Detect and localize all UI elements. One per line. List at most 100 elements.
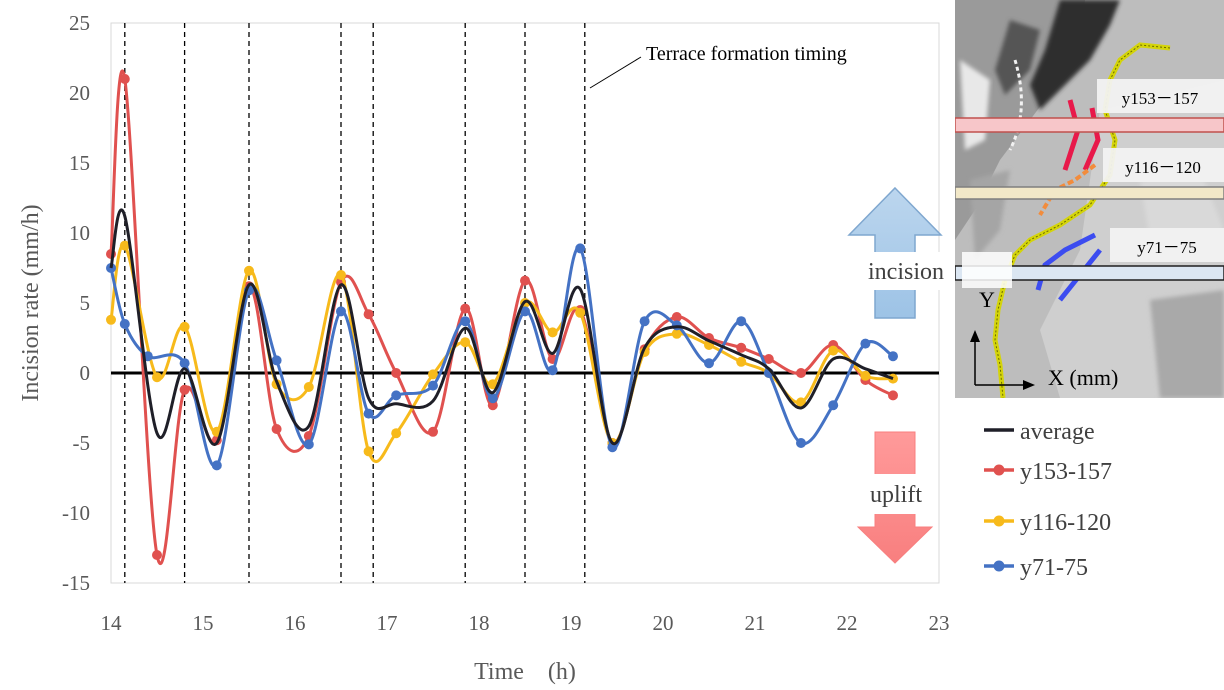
data-point xyxy=(119,240,130,251)
data-point xyxy=(363,408,374,419)
data-point xyxy=(671,312,682,322)
data-point xyxy=(796,368,806,378)
legend-item-y153-157: y153-157 xyxy=(984,459,1112,485)
x-tick-label: 20 xyxy=(653,611,674,635)
data-point xyxy=(119,74,130,84)
series-average xyxy=(109,208,894,446)
data-point xyxy=(860,370,871,381)
y-tick-label: -15 xyxy=(62,571,90,595)
data-point xyxy=(244,265,254,276)
x-tick-label: 23 xyxy=(929,611,950,635)
data-point xyxy=(152,550,162,560)
legend-item-y116-120: y116-120 xyxy=(984,510,1111,536)
x-tick-label: 14 xyxy=(101,611,123,635)
y-tick-label: 10 xyxy=(69,221,90,245)
data-point xyxy=(179,358,190,369)
legend-marker xyxy=(993,515,1005,527)
data-point xyxy=(888,351,898,362)
legend-item-average: average xyxy=(984,419,1095,445)
data-point xyxy=(547,365,558,376)
data-point xyxy=(704,358,714,369)
legend-item-y71-75: y71-75 xyxy=(984,555,1088,581)
data-point xyxy=(460,316,471,327)
y-tick-label: 20 xyxy=(69,81,90,105)
data-point xyxy=(888,390,898,401)
data-point xyxy=(271,355,282,366)
map-label-y153: y153－157 xyxy=(1122,89,1199,108)
data-point xyxy=(303,439,314,450)
data-point xyxy=(828,400,839,411)
data-point xyxy=(363,309,374,320)
terrace-annotation: Terrace formation timing xyxy=(646,43,847,65)
legend-marker xyxy=(993,560,1005,572)
map-axis-x-label: X (mm) xyxy=(1048,365,1118,390)
data-point xyxy=(671,328,682,339)
y-tick-label: 25 xyxy=(69,11,90,35)
data-point xyxy=(520,306,530,317)
data-point xyxy=(119,319,130,329)
series-y71-75 xyxy=(106,243,898,471)
x-axis-title: Time (h) xyxy=(474,659,576,685)
data-point xyxy=(460,303,471,314)
y-tick-label: 15 xyxy=(69,151,90,175)
x-tick-label: 16 xyxy=(285,611,306,635)
data-point xyxy=(520,275,530,286)
data-point xyxy=(796,397,806,408)
data-point xyxy=(391,390,402,401)
data-point xyxy=(271,424,282,434)
data-point xyxy=(336,306,346,317)
x-tick-label: 18 xyxy=(469,611,490,635)
map-label-y71: y71－75 xyxy=(1137,238,1197,257)
data-point xyxy=(575,243,586,254)
y-ticks: -15 -10 -5 0 5 10 15 20 25 xyxy=(62,11,90,595)
legend: average y153-157 y116-120 y71-75 xyxy=(984,419,1112,581)
map-label-y116: y116－120 xyxy=(1125,158,1201,177)
map-axis-y-label: Y xyxy=(979,287,995,312)
data-point xyxy=(428,380,438,391)
uplift-label-box xyxy=(858,474,934,514)
y-tick-label: -5 xyxy=(73,431,91,455)
data-point xyxy=(363,446,374,457)
data-point xyxy=(828,345,839,356)
incision-label: incision xyxy=(868,259,944,285)
data-point xyxy=(736,356,747,367)
series-line-average xyxy=(109,208,894,446)
data-point xyxy=(796,438,806,448)
data-point xyxy=(763,354,774,364)
data-point xyxy=(860,338,871,349)
data-point xyxy=(336,270,346,280)
data-point xyxy=(547,327,558,338)
x-tick-label: 19 xyxy=(561,611,582,635)
series-layer xyxy=(106,69,898,566)
x-tick-label: 21 xyxy=(745,611,766,635)
x-tick-label: 17 xyxy=(377,611,398,635)
y-tick-label: 0 xyxy=(80,361,91,385)
data-point xyxy=(106,314,116,325)
series-line-y153-157 xyxy=(109,69,894,566)
legend-label: y71-75 xyxy=(1020,555,1088,581)
data-point xyxy=(639,316,650,327)
data-point xyxy=(460,337,471,348)
legend-label: average xyxy=(1020,419,1095,445)
incision-label-box xyxy=(867,252,948,290)
data-point xyxy=(303,382,314,392)
data-point xyxy=(391,368,402,378)
y-tick-label: -10 xyxy=(62,501,90,525)
data-point xyxy=(391,428,402,439)
data-point xyxy=(487,400,498,411)
x-tick-label: 15 xyxy=(193,611,214,635)
data-point xyxy=(428,426,438,437)
legend-label: y116-120 xyxy=(1020,510,1111,536)
data-point xyxy=(211,460,222,471)
data-point xyxy=(736,316,747,327)
data-point xyxy=(179,384,190,395)
data-point xyxy=(736,342,747,353)
legend-marker xyxy=(993,464,1005,476)
data-point xyxy=(575,307,586,318)
data-point xyxy=(487,393,498,404)
x-ticks: 14 15 16 17 18 19 20 21 22 23 xyxy=(101,611,950,635)
data-point xyxy=(428,369,438,380)
x-tick-label: 22 xyxy=(837,611,858,635)
terrace-annotation-leader xyxy=(589,56,642,89)
